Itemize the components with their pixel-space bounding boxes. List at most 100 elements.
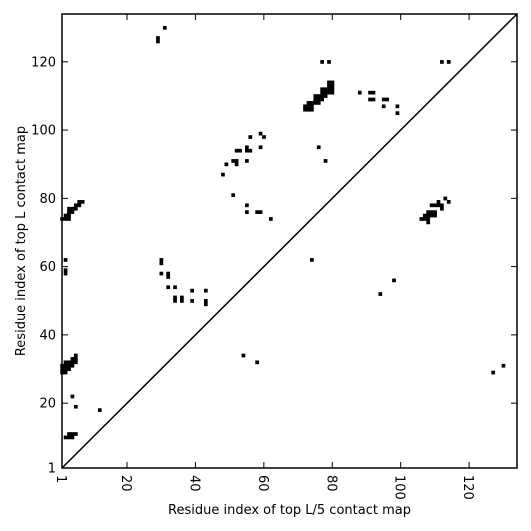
contact-point bbox=[313, 94, 318, 98]
contact-point bbox=[203, 299, 208, 303]
contact-point bbox=[63, 217, 68, 221]
contact-point bbox=[70, 360, 75, 365]
contact-points bbox=[60, 25, 506, 440]
contact-point bbox=[67, 432, 71, 436]
contact-point bbox=[234, 159, 239, 163]
contact-point bbox=[395, 104, 400, 109]
contact-point bbox=[159, 258, 164, 262]
contact-point bbox=[63, 367, 68, 372]
contact-point bbox=[77, 200, 82, 204]
contact-point bbox=[303, 107, 307, 112]
contact-point bbox=[162, 25, 167, 30]
contact-point bbox=[67, 367, 71, 372]
contact-point bbox=[381, 104, 386, 109]
contact-point bbox=[306, 104, 311, 109]
contact-point bbox=[385, 97, 390, 102]
contact-point bbox=[306, 101, 311, 105]
contact-point bbox=[316, 97, 321, 102]
contact-point bbox=[166, 285, 171, 290]
contact-point bbox=[70, 363, 75, 368]
contact-point bbox=[426, 213, 431, 218]
contact-point bbox=[419, 217, 424, 221]
contact-point bbox=[159, 271, 164, 276]
contact-point bbox=[203, 288, 208, 293]
contact-point bbox=[303, 104, 307, 109]
x-tick-label: 1 bbox=[53, 475, 68, 483]
contact-point bbox=[357, 90, 362, 95]
contact-point bbox=[67, 435, 71, 440]
contact-point bbox=[422, 213, 427, 218]
contact-point bbox=[70, 435, 75, 440]
contact-point bbox=[316, 101, 321, 105]
contact-point bbox=[381, 97, 386, 102]
contact-point bbox=[330, 87, 335, 92]
contact-point bbox=[429, 210, 434, 214]
diagonal-line bbox=[61, 13, 518, 469]
contact-point bbox=[248, 148, 253, 153]
contact-point bbox=[238, 148, 242, 153]
x-tick-label: 100 bbox=[392, 475, 407, 500]
plot-frame bbox=[61, 13, 518, 469]
contact-point bbox=[306, 107, 311, 112]
y-tick-label: 20 bbox=[39, 397, 56, 412]
contact-point bbox=[436, 200, 441, 204]
contact-point bbox=[422, 217, 427, 221]
contact-point bbox=[327, 80, 331, 85]
contact-point bbox=[63, 268, 68, 273]
contact-point bbox=[173, 299, 177, 303]
contact-point bbox=[327, 60, 331, 64]
y-tick-label: 1 bbox=[48, 462, 56, 477]
contact-point bbox=[166, 275, 171, 279]
contact-point bbox=[327, 87, 331, 92]
contact-point bbox=[63, 258, 68, 262]
contact-point bbox=[323, 94, 328, 98]
contact-point bbox=[245, 203, 249, 208]
y-tick-label: 60 bbox=[39, 260, 56, 275]
y-tick-label: 100 bbox=[31, 124, 56, 139]
contact-point bbox=[436, 203, 441, 208]
contact-point bbox=[234, 162, 239, 167]
contact-point bbox=[159, 261, 164, 266]
contact-point bbox=[268, 217, 273, 221]
contact-point bbox=[262, 135, 266, 139]
contact-point bbox=[73, 357, 78, 361]
contact-point bbox=[258, 210, 263, 214]
contact-point bbox=[327, 83, 331, 88]
contact-point bbox=[77, 203, 82, 208]
contact-point bbox=[63, 213, 68, 218]
contact-point bbox=[446, 60, 451, 64]
contact-point bbox=[180, 299, 184, 303]
contact-point bbox=[392, 278, 396, 283]
contact-point bbox=[63, 360, 68, 365]
contact-point bbox=[330, 90, 335, 95]
y-tick-label: 40 bbox=[39, 328, 56, 343]
contact-point bbox=[440, 206, 444, 211]
contact-point bbox=[330, 80, 335, 85]
contact-point bbox=[73, 206, 78, 211]
contact-point bbox=[67, 363, 71, 368]
contact-point bbox=[316, 145, 321, 150]
contact-point bbox=[446, 200, 451, 204]
contact-point bbox=[327, 90, 331, 95]
x-tick-label: 60 bbox=[255, 475, 270, 492]
contact-point bbox=[67, 213, 71, 218]
contact-point bbox=[180, 295, 184, 300]
contact-point bbox=[426, 210, 431, 214]
contact-point bbox=[67, 210, 71, 214]
contact-point bbox=[245, 210, 249, 214]
contact-point bbox=[310, 101, 314, 105]
contact-point bbox=[320, 60, 325, 64]
contact-point bbox=[231, 159, 236, 163]
contact-point bbox=[395, 111, 400, 115]
contact-point bbox=[63, 435, 68, 440]
contact-point bbox=[313, 97, 318, 102]
contact-point bbox=[156, 39, 160, 44]
y-tick-label: 80 bbox=[39, 192, 56, 207]
x-tick-label: 80 bbox=[323, 475, 338, 492]
contact-point bbox=[231, 193, 236, 197]
contact-point bbox=[73, 360, 78, 365]
x-axis-label: Residue index of top L/5 contact map bbox=[168, 503, 411, 518]
contact-point bbox=[426, 217, 431, 221]
